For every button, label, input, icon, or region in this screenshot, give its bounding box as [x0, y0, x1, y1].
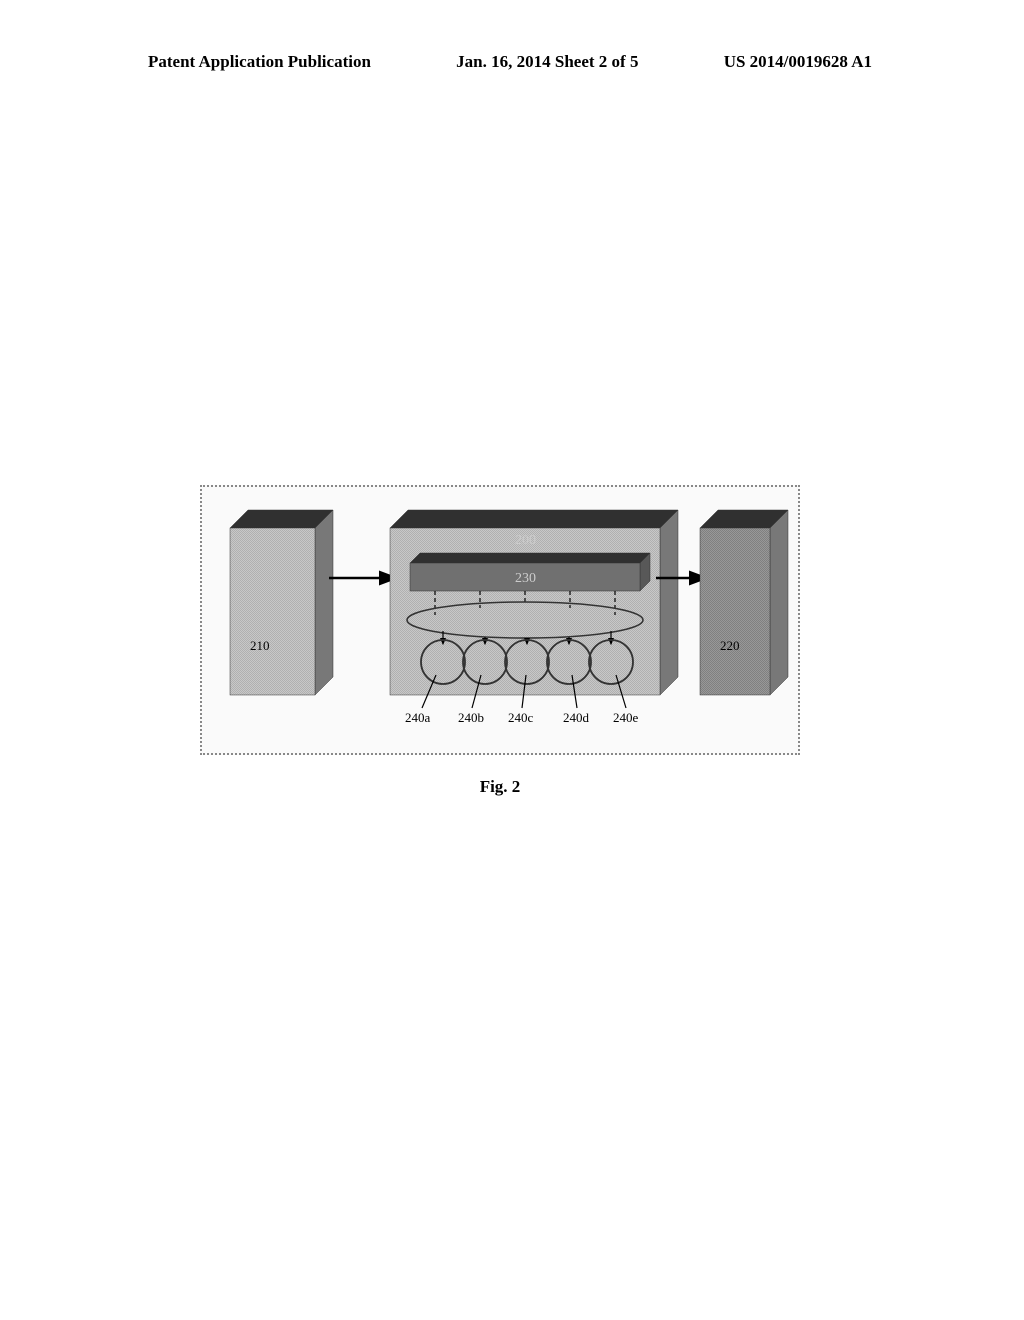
label-210: 210 [250, 638, 270, 653]
left-block-210: 210 [230, 510, 333, 695]
label-220: 220 [720, 638, 740, 653]
header-date-sheet: Jan. 16, 2014 Sheet 2 of 5 [456, 52, 638, 72]
right-block-220: 220 [700, 510, 788, 695]
diagram-frame: 210 200 230 [200, 485, 800, 755]
diagram-svg: 210 200 230 [210, 495, 790, 745]
label-240c: 240c [508, 710, 534, 725]
figure-caption: Fig. 2 [200, 777, 800, 797]
figure-2: 210 200 230 [200, 485, 800, 797]
label-240a: 240a [405, 710, 431, 725]
label-200: 200 [515, 533, 536, 548]
document-header: Patent Application Publication Jan. 16, … [0, 52, 1024, 72]
header-publication-type: Patent Application Publication [148, 52, 371, 72]
header-publication-number: US 2014/0019628 A1 [724, 52, 872, 72]
inner-bar-230: 230 [410, 553, 650, 591]
label-240b: 240b [458, 710, 484, 725]
label-230: 230 [515, 571, 536, 586]
label-240d: 240d [563, 710, 590, 725]
label-240e: 240e [613, 710, 639, 725]
